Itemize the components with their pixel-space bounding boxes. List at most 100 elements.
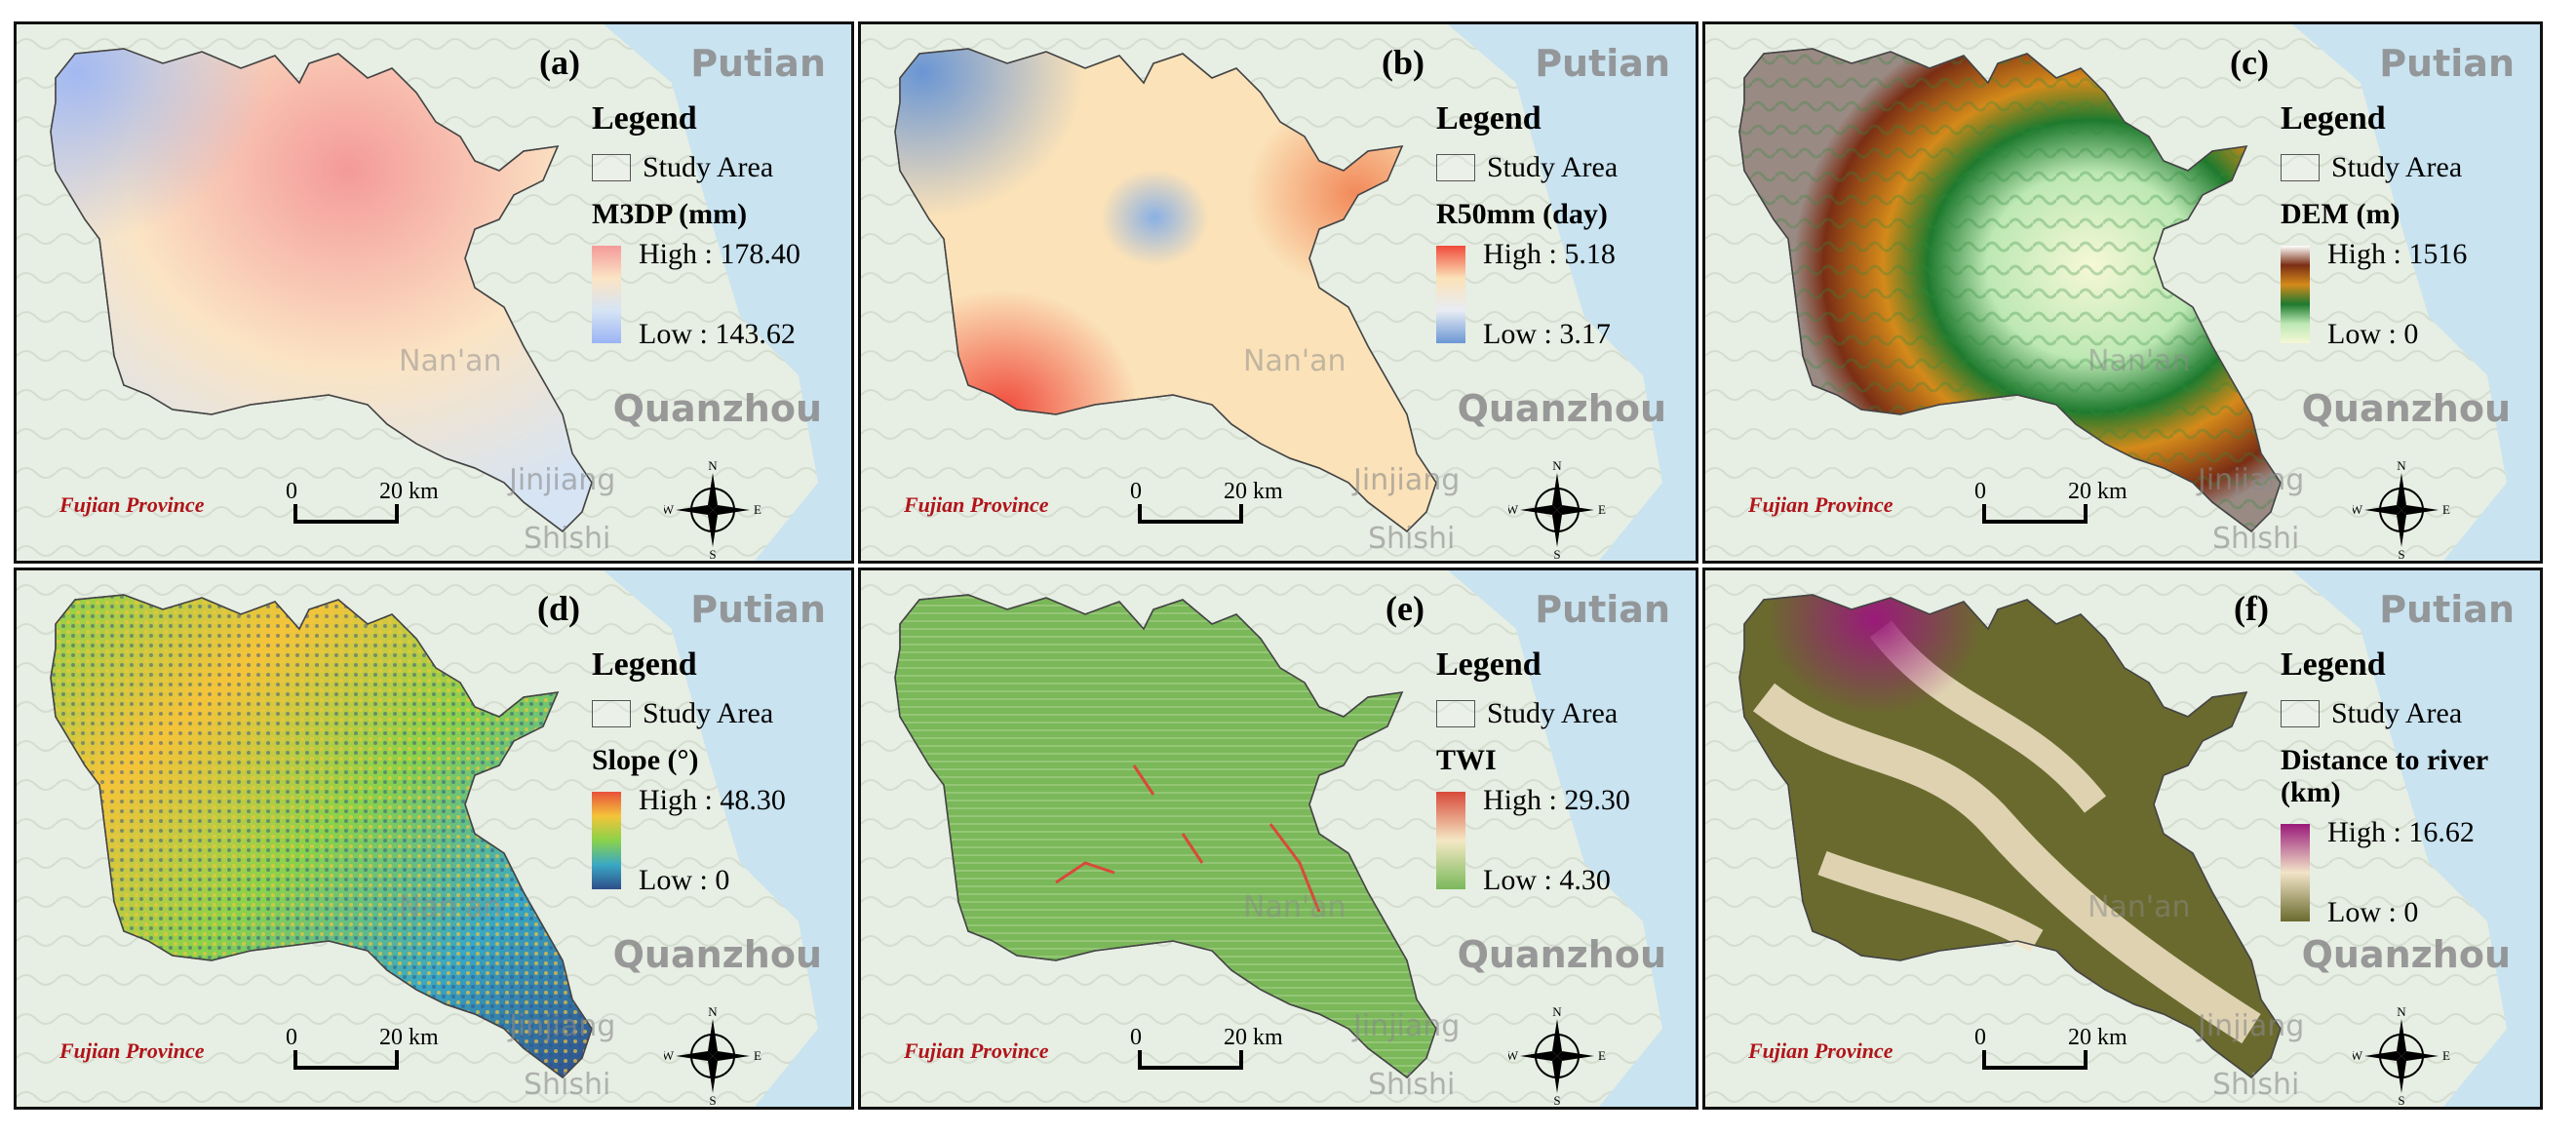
ramp-low-label: Low : 0 [639,864,730,896]
color-ramp [592,246,621,343]
scale-zero-label: 0 [286,1025,297,1050]
ramp-low-label: Low : 4.30 [1483,864,1611,896]
city-label-quanzhou: Quanzhou [612,387,822,430]
legend-title: Legend [592,646,697,683]
map-figure-grid: Putian Nan'an Quanzhou Jinjiang Shishi (… [14,21,2562,1114]
map-panel: Putian Nan'an Quanzhou Jinjiang Shishi (… [1702,21,2543,564]
scale-bar: 0 20 km [1974,1025,2127,1079]
city-label-shishi: Shishi [524,1068,611,1102]
svg-text:N: N [1552,1007,1562,1019]
study-area-legend-row: Study Area [1436,151,1690,184]
svg-text:E: E [2442,1048,2450,1063]
svg-text:N: N [708,1007,718,1019]
province-label: Fujian Province [1748,492,1893,517]
city-label-shishi: Shishi [1368,522,1456,556]
color-ramp [1436,792,1465,889]
svg-text:N: N [2397,1007,2406,1019]
field-title: Distance to river (km) [2281,744,2488,808]
scale-km-label: 20 km [2068,479,2127,504]
city-label-jinjiang: Jinjiang [2198,463,2305,497]
field-title: DEM (m) [2281,198,2400,230]
province-label: Fujian Province [59,492,205,517]
north-arrow-icon: N S W E [1508,461,1606,559]
city-label-shishi: Shishi [524,522,611,556]
north-arrow-icon: N S W E [664,1007,761,1105]
north-arrow-icon: N S W E [664,461,761,559]
legend-title: Legend [1436,646,1542,683]
scale-bar: 0 20 km [286,1025,439,1079]
study-area-label: Study Area [2331,697,2463,729]
basemap [861,24,1696,561]
city-label-quanzhou: Quanzhou [612,933,822,976]
city-label-nanan: Nan'an [399,344,502,378]
scale-km-label: 20 km [379,479,439,504]
study-area-swatch [1436,154,1475,181]
city-label-putian: Putian [1535,588,1670,631]
svg-text:W: W [2353,1048,2363,1063]
ramp-high-label: High : 16.62 [2327,816,2475,848]
study-area-legend-row: Study Area [592,697,845,730]
svg-text:E: E [754,1048,761,1063]
map-panel: Putian Nan'an Quanzhou Jinjiang Shishi (… [14,568,854,1110]
ramp-high-label: High : 48.30 [639,784,786,816]
svg-text:N: N [1552,461,1562,473]
legend: Legend Study Area M3DP (mm) High : 178.4… [592,100,845,355]
basemap [17,24,851,561]
panel-label: (c) [2230,43,2269,82]
svg-text:W: W [1508,1048,1519,1063]
city-label-nanan: Nan'an [1243,344,1347,378]
color-ramp-legend: High : 48.30 Low : 0 [592,784,845,901]
city-label-quanzhou: Quanzhou [2301,933,2511,976]
city-label-shishi: Shishi [2212,1068,2300,1102]
study-area-swatch [2281,154,2320,181]
ramp-high-label: High : 178.40 [639,238,800,270]
field-title: Slope (°) [592,744,699,776]
ramp-low-label: Low : 3.17 [1483,318,1611,350]
city-label-nanan: Nan'an [2088,890,2191,924]
north-arrow-icon: N S W E [2353,1007,2450,1105]
svg-text:W: W [1508,502,1519,517]
province-label: Fujian Province [59,1038,205,1063]
north-arrow-icon: N S W E [1508,1007,1606,1105]
field-title: R50mm (day) [1436,198,1608,230]
scale-zero-label: 0 [1974,1025,1986,1050]
color-ramp-legend: High : 29.30 Low : 4.30 [1436,784,1690,901]
svg-text:E: E [754,502,761,517]
scale-zero-label: 0 [1974,479,1986,504]
svg-text:E: E [1598,1048,1606,1063]
scale-km-label: 20 km [1224,1025,1283,1050]
province-label: Fujian Province [1748,1038,1893,1063]
city-label-putian: Putian [690,588,826,631]
city-label-quanzhou: Quanzhou [2301,387,2511,430]
map-panel: Putian Nan'an Quanzhou Jinjiang Shishi (… [14,21,854,564]
legend-title: Legend [1436,100,1542,137]
panel-label: (a) [539,43,580,82]
study-area-label: Study Area [1487,697,1619,729]
study-area-swatch [592,700,631,727]
basemap [861,570,1696,1107]
city-label-putian: Putian [2379,588,2515,631]
study-area-swatch [592,154,631,181]
scale-zero-label: 0 [1130,479,1142,504]
svg-text:W: W [2353,502,2363,517]
scale-bar: 0 20 km [1130,1025,1283,1079]
color-ramp-legend: High : 5.18 Low : 3.17 [1436,238,1690,355]
color-ramp-legend: High : 1516 Low : 0 [2281,238,2534,355]
scale-km-label: 20 km [1224,479,1283,504]
study-area-swatch [2281,700,2320,727]
study-area-legend-row: Study Area [592,151,845,184]
svg-text:W: W [664,502,675,517]
city-label-jinjiang: Jinjiang [509,463,616,497]
legend-title: Legend [592,100,697,137]
color-ramp [592,792,621,889]
city-label-putian: Putian [1535,42,1670,85]
ramp-high-label: High : 5.18 [1483,238,1616,270]
city-label-quanzhou: Quanzhou [1457,387,1666,430]
scale-zero-label: 0 [1130,1025,1142,1050]
legend: Legend Study Area Slope (°) High : 48.30… [592,646,845,901]
ramp-low-label: Low : 0 [2327,318,2419,350]
city-label-jinjiang: Jinjiang [509,1009,616,1043]
map-panel: Putian Nan'an Quanzhou Jinjiang Shishi (… [1702,568,2543,1110]
city-label-putian: Putian [2379,42,2515,85]
city-label-nanan: Nan'an [399,890,502,924]
